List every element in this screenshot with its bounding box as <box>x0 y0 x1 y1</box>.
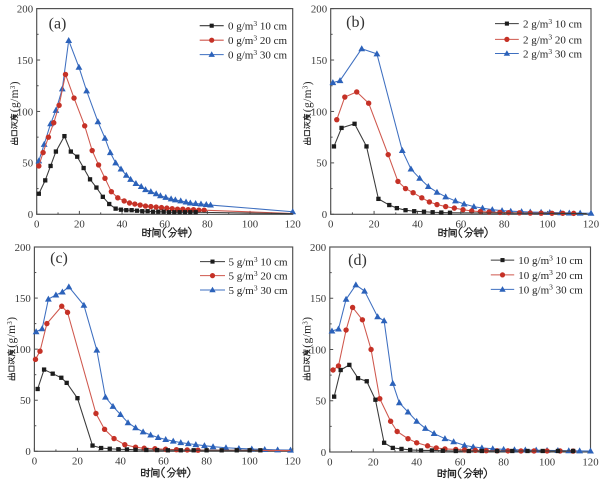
svg-text:150: 150 <box>15 293 31 305</box>
svg-text:(a): (a) <box>49 16 67 33</box>
svg-text:60: 60 <box>455 456 466 468</box>
svg-text:5 g/m3 20 cm: 5 g/m3 20 cm <box>229 269 289 283</box>
svg-text:60: 60 <box>455 219 466 231</box>
svg-text:0 g/m3 10 cm: 0 g/m3 10 cm <box>228 19 288 33</box>
svg-text:0: 0 <box>322 209 327 221</box>
svg-text:100: 100 <box>311 106 327 118</box>
svg-text:10 g/m3 10 cm: 10 g/m3 10 cm <box>518 253 583 267</box>
svg-text:0: 0 <box>328 219 333 231</box>
svg-text:40: 40 <box>411 456 422 468</box>
svg-text:150: 150 <box>17 55 33 67</box>
svg-text:50: 50 <box>20 395 31 407</box>
svg-text:100: 100 <box>310 344 326 356</box>
svg-text:120: 120 <box>285 219 301 231</box>
svg-text:10 g/m3 20 cm: 10 g/m3 20 cm <box>518 268 583 282</box>
svg-text:5 g/m3 10 cm: 5 g/m3 10 cm <box>229 255 289 269</box>
svg-text:120: 120 <box>583 219 599 231</box>
svg-text:100: 100 <box>539 456 555 468</box>
svg-text:20: 20 <box>72 456 83 468</box>
svg-text:5 g/m3 30 cm: 5 g/m3 30 cm <box>229 283 289 297</box>
svg-text:(g/m3): (g/m3) <box>302 81 314 112</box>
svg-text:2 g/m3 10 cm: 2 g/m3 10 cm <box>523 17 583 31</box>
svg-text:120: 120 <box>582 456 598 468</box>
svg-text:0: 0 <box>28 209 33 221</box>
svg-text:10 g/m3 30 cm: 10 g/m3 30 cm <box>518 283 583 297</box>
svg-text:0: 0 <box>32 456 37 468</box>
svg-text:150: 150 <box>310 293 326 305</box>
svg-text:200: 200 <box>17 3 33 15</box>
svg-text:0: 0 <box>327 456 332 468</box>
svg-text:150: 150 <box>311 55 327 67</box>
svg-text:50: 50 <box>316 158 327 170</box>
svg-text:200: 200 <box>15 242 31 254</box>
svg-text:0: 0 <box>25 446 30 458</box>
svg-text:100: 100 <box>540 219 556 231</box>
svg-text:(g/m3): (g/m3) <box>6 317 18 348</box>
svg-text:0 g/m3 20 cm: 0 g/m3 20 cm <box>228 34 288 48</box>
svg-text:40: 40 <box>117 219 128 231</box>
svg-text:100: 100 <box>242 219 258 231</box>
svg-text:(d): (d) <box>348 252 367 269</box>
svg-text:200: 200 <box>310 242 326 254</box>
svg-text:40: 40 <box>412 219 423 231</box>
svg-text:(b): (b) <box>346 14 365 31</box>
svg-text:80: 80 <box>498 456 509 468</box>
svg-text:100: 100 <box>17 106 33 118</box>
svg-text:80: 80 <box>499 219 510 231</box>
svg-text:0: 0 <box>321 447 326 459</box>
svg-text:(g/m3): (g/m3) <box>301 317 313 348</box>
svg-text:50: 50 <box>315 396 326 408</box>
svg-text:60: 60 <box>159 219 170 231</box>
svg-text:100: 100 <box>15 344 31 356</box>
svg-text:100: 100 <box>242 456 258 468</box>
svg-text:20: 20 <box>369 219 380 231</box>
svg-text:120: 120 <box>285 456 301 468</box>
svg-text:0: 0 <box>34 219 39 231</box>
svg-text:0 g/m3 30 cm: 0 g/m3 30 cm <box>228 48 288 62</box>
svg-text:60: 60 <box>158 456 169 468</box>
svg-text:(g/m3): (g/m3) <box>9 81 21 112</box>
svg-text:2 g/m3 20 cm: 2 g/m3 20 cm <box>523 33 583 47</box>
svg-text:(c): (c) <box>50 250 68 267</box>
svg-text:200: 200 <box>311 3 327 15</box>
svg-text:40: 40 <box>115 456 126 468</box>
svg-text:80: 80 <box>201 456 212 468</box>
svg-text:20: 20 <box>368 456 379 468</box>
svg-text:2 g/m3 30 cm: 2 g/m3 30 cm <box>523 47 583 61</box>
svg-text:80: 80 <box>202 219 213 231</box>
svg-text:50: 50 <box>22 158 33 170</box>
svg-text:20: 20 <box>74 219 85 231</box>
